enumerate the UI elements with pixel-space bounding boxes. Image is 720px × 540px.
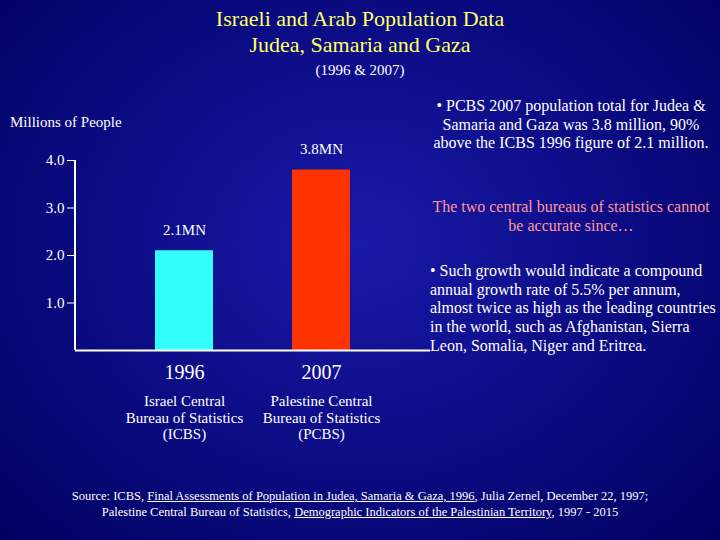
svg-text:Israel CentralBureau of Statis: Israel CentralBureau of Statistics(ICBS) <box>126 393 244 443</box>
html-text:Millions of People: Millions of People <box>10 114 122 130</box>
svg-text:4.0: 4.0 <box>46 152 65 168</box>
svg-text:1996: 1996 <box>165 361 205 383</box>
svg-text:2.1MN: 2.1MN <box>163 222 206 238</box>
html-text:• PCBS 2007 population total f: • PCBS 2007 population total for Judea &… <box>433 97 709 152</box>
html-text:(1996 & 2007): (1996 & 2007) <box>315 62 405 78</box>
html-text:Palestine Central Bureau of St: Palestine Central Bureau of Statistics, … <box>101 505 619 520</box>
html-text:Israeli and Arab Population Da: Israeli and Arab Population Data Judea, … <box>215 6 505 58</box>
svg-text:3.0: 3.0 <box>46 200 65 216</box>
html-text:Source: ICBS, Final Assessment: Source: ICBS, Final Assessments of Popul… <box>71 489 649 503</box>
svg-text:1.0: 1.0 <box>46 295 65 311</box>
html-text:The two central bureaus of sta: The two central bureaus of statistics ca… <box>432 198 710 234</box>
svg-text:2.0: 2.0 <box>46 247 65 263</box>
svg-text:3.8MN: 3.8MN <box>300 141 343 157</box>
html-text:• Such growth would indicate a: • Such growth would indicate a compound … <box>430 262 716 354</box>
svg-text:2007: 2007 <box>302 361 342 383</box>
svg-text:Palestine CentralBureau of Sta: Palestine CentralBureau of Statistics(PC… <box>263 393 381 443</box>
